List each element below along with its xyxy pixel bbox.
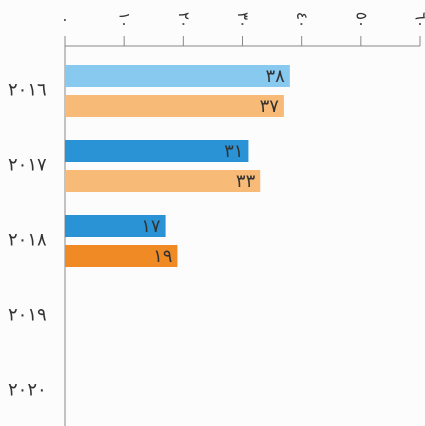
x-tick-label: ٣٠ [234, 12, 252, 28]
y-tick-label: ٢٠١٧ [8, 155, 47, 176]
bar [65, 245, 178, 267]
bar [65, 140, 249, 162]
bar-value-label: ٣٧ [260, 96, 280, 117]
bar [65, 65, 290, 87]
bar-value-label: ١٩ [153, 246, 172, 267]
y-tick-label: ٢٠١٦ [8, 80, 47, 101]
x-tick-label: ٥٠ [352, 12, 370, 28]
y-tick-label: ٢٠١٨ [8, 230, 47, 251]
x-tick-label: ٦٠ [412, 12, 425, 28]
x-tick-label: ٢٠ [175, 12, 193, 28]
y-tick-label: ٢٠١٩ [8, 305, 47, 326]
x-tick-label: ٠ [57, 16, 75, 24]
bar-value-label: ٣٨ [265, 66, 285, 87]
y-tick-label: ٢٠٢٠ [8, 380, 47, 401]
bar [65, 170, 261, 192]
x-tick-label: ١٠ [116, 12, 134, 28]
bar-value-label: ٣١ [224, 141, 243, 162]
bar [65, 95, 284, 117]
bar-value-label: ٣٣ [236, 171, 256, 192]
bar [65, 215, 166, 237]
x-tick-label: ٤٠ [293, 12, 311, 28]
bar-value-label: ١٧ [141, 216, 161, 237]
